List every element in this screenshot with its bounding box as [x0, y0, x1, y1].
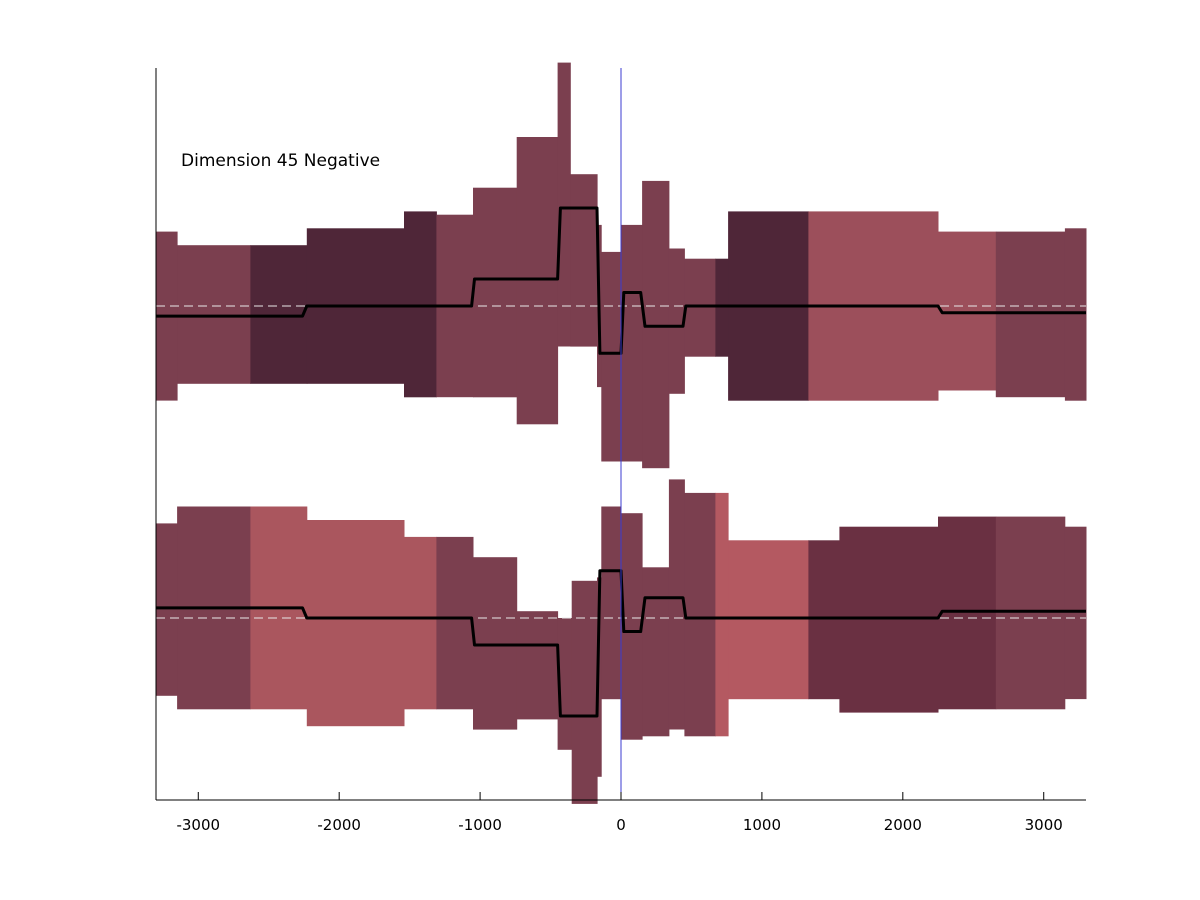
band-bottom-12	[621, 513, 643, 740]
band-top-12	[621, 224, 643, 462]
band-bottom-11	[601, 506, 622, 700]
line-layer	[156, 206, 1086, 718]
x-tick-label-1: -2000	[317, 816, 361, 834]
band-top-2	[250, 245, 308, 384]
band-top-13	[642, 180, 670, 469]
band-top-7	[516, 137, 559, 425]
x-tick-label-2: -1000	[458, 816, 502, 834]
band-top-14	[668, 248, 685, 394]
annotation-text: Dimension 45 Negative	[181, 151, 380, 171]
band-bottom-9	[571, 580, 598, 804]
band-bottom-13	[642, 567, 670, 737]
x-tick-label-5: 2000	[884, 816, 922, 834]
band-top-21	[1064, 228, 1087, 401]
mean-line-top	[156, 206, 1086, 355]
band-top-1	[177, 245, 251, 384]
band-bottom-3	[306, 520, 405, 727]
x-tick-label-4: 1000	[743, 816, 781, 834]
band-bottom-4	[404, 536, 437, 710]
x-axis-ticks: -3000 -2000 -1000 0 1000 2000 3000	[176, 792, 1063, 834]
band-bottom-18	[808, 540, 840, 700]
band-bottom-10	[597, 577, 602, 777]
band-bottom-7	[516, 611, 559, 720]
band-bottom-6	[473, 557, 518, 730]
x-tick-label-6: 3000	[1025, 816, 1063, 834]
band-bottom-19	[839, 526, 939, 713]
band-bottom-22	[1064, 526, 1087, 700]
band-bottom-17	[728, 540, 809, 700]
band-bottom-5	[436, 536, 474, 710]
band-top-11	[601, 251, 622, 462]
x-tick-label-0: -3000	[176, 816, 220, 834]
band-bottom-0	[156, 523, 178, 696]
band-top-8	[557, 62, 571, 347]
band-bottom-14	[668, 479, 685, 730]
mean-line-bottom	[156, 569, 1086, 718]
band-top-19	[938, 231, 997, 391]
band-bottom-15	[684, 492, 716, 737]
band-bottom-21	[995, 516, 1066, 710]
band-bottom-16	[715, 492, 729, 737]
band-top-20	[995, 231, 1066, 398]
band-top-4	[404, 211, 437, 398]
band-bottom-20	[938, 516, 997, 710]
x-tick-label-3: 0	[616, 816, 626, 834]
band-top-16	[715, 258, 729, 357]
band-top-9	[570, 174, 598, 347]
band-top-6	[473, 187, 518, 398]
band-top-15	[684, 258, 716, 357]
